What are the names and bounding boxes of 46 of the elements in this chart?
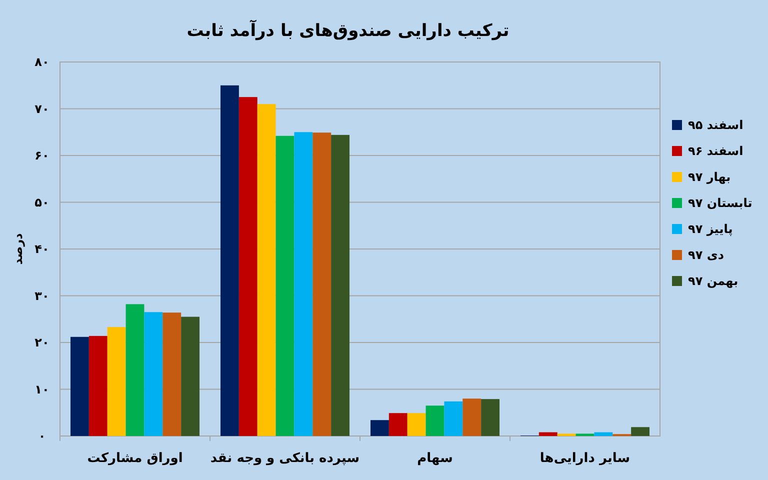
bar — [407, 413, 426, 436]
y-tick-label: ۷۰ — [34, 102, 50, 116]
y-tick-label: ۶۰ — [34, 148, 50, 162]
bar — [481, 399, 500, 436]
y-tick-label: ۱۰ — [34, 382, 50, 396]
bar — [370, 420, 389, 436]
legend-label: بهمن ۹۷ — [688, 274, 738, 288]
bar — [426, 406, 444, 436]
bar — [276, 136, 294, 436]
bar — [631, 427, 650, 436]
y-tick-label: ۳۰ — [34, 288, 50, 303]
bar — [181, 316, 200, 436]
bar — [70, 336, 89, 436]
x-tick-label: اوراق مشارکت — [87, 451, 183, 466]
bar — [538, 432, 558, 436]
x-tick-label: سهام — [417, 451, 453, 466]
legend-label: پاییز ۹۷ — [688, 222, 733, 236]
bar — [238, 97, 258, 436]
chart-title: ترکیب دارایی صندوق‌های با درآمد ثابت — [186, 19, 510, 41]
y-tick-label: ۴۰ — [34, 242, 50, 256]
bar — [257, 104, 276, 436]
bar — [126, 304, 144, 436]
bar — [594, 432, 613, 436]
legend-label: اسفند ۹۶ — [688, 144, 744, 158]
legend-label: اسفند ۹۵ — [688, 118, 744, 132]
y-tick-label: ۲۰ — [34, 336, 50, 350]
bar — [88, 336, 108, 436]
bar — [462, 398, 482, 436]
bar — [388, 413, 408, 436]
bar — [294, 132, 313, 436]
bar — [107, 327, 126, 436]
bar — [162, 312, 182, 436]
legend-label: تابستان ۹۷ — [688, 196, 752, 210]
bar — [444, 401, 463, 436]
bar — [312, 132, 332, 436]
y-tick-label: ۰ — [38, 429, 46, 443]
y-tick-label: ۸۰ — [34, 55, 50, 69]
x-tick-label: سپرده بانکی و وجه نقد — [210, 451, 360, 466]
x-tick-label: سایر دارایی‌ها — [540, 451, 630, 466]
bar — [220, 85, 239, 436]
bar — [144, 312, 163, 436]
y-tick-label: ۵۰ — [34, 195, 50, 210]
bar — [331, 134, 350, 436]
y-axis-title: درصد — [11, 233, 25, 265]
legend-label: بهار ۹۷ — [688, 170, 731, 184]
legend-label: دی ۹۷ — [688, 248, 724, 262]
